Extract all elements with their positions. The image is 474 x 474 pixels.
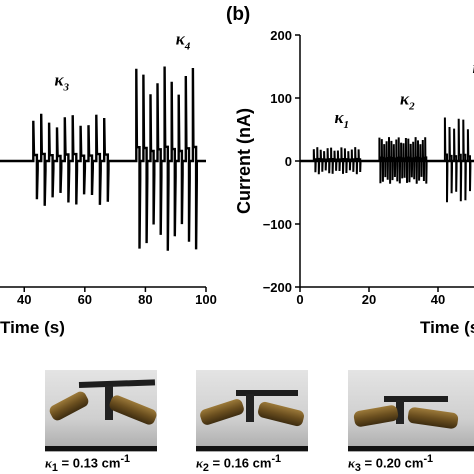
caption-kappa-3: κ3 = 0.20 cm-1 bbox=[348, 453, 434, 474]
panel-b-y-ticks: −200 −100 0 100 200 bbox=[263, 28, 300, 295]
caption-kappa-1: κ1 = 0.13 cm-1 bbox=[45, 453, 131, 474]
panel-b-annotations: κ1 κ2 κ3 bbox=[335, 58, 474, 131]
panel-b-kappa-label-1: κ1 bbox=[335, 108, 350, 131]
panel-b-x-tick-label: 20 bbox=[362, 292, 376, 307]
panel-b-x-tick-label: 0 bbox=[296, 292, 303, 307]
panel-a-signal-trace bbox=[0, 66, 206, 251]
photo-kappa-2 bbox=[196, 370, 308, 452]
panel-b-x-ticks: 0 20 40 bbox=[296, 287, 445, 307]
panel-b-x-label: Time (s) bbox=[420, 318, 474, 337]
panel-a-x-tick-label: 80 bbox=[138, 292, 152, 307]
panel-b: (b) −200 −100 0 100 200 0 20 40 Current (nA) T… bbox=[226, 4, 474, 337]
panel-b-y-tick-label: 100 bbox=[270, 91, 292, 106]
panel-b-x-tick-label: 40 bbox=[431, 292, 445, 307]
panel-a-kappa-label-4: κ4 bbox=[176, 29, 191, 52]
photo-kappa-3 bbox=[348, 370, 474, 452]
caption-kappa-2: κ2 = 0.16 cm-1 bbox=[196, 453, 282, 474]
panel-b-y-tick-label: −200 bbox=[263, 280, 292, 295]
panel-b-y-tick-label: 0 bbox=[285, 154, 292, 169]
panel-b-kappa-label-3: κ3 bbox=[473, 58, 474, 81]
panel-b-kappa-label-2: κ2 bbox=[400, 89, 415, 112]
panel-b-signal-trace bbox=[300, 117, 473, 203]
panel-a-x-tick-label: 40 bbox=[17, 292, 31, 307]
panel-b-y-tick-label: −100 bbox=[263, 217, 292, 232]
panel-a-kappa-label-3: κ3 bbox=[55, 70, 70, 93]
panel-a-x-tick-label: 100 bbox=[195, 292, 217, 307]
panel-b-y-label: Current (nA) bbox=[234, 108, 254, 214]
panel-a-x-label: Time (s) bbox=[0, 318, 65, 337]
figure: 40 60 80 100 Time (s) κ3 κ4 (b) −200 −100 0 100… bbox=[0, 4, 474, 337]
panel-a-annotations: κ3 κ4 bbox=[55, 29, 191, 93]
panel-a-x-tick-label: 60 bbox=[78, 292, 92, 307]
photo-kappa-1 bbox=[45, 370, 157, 452]
panel-b-label: (b) bbox=[226, 4, 250, 25]
panel-a-x-ticks: 40 60 80 100 bbox=[17, 287, 217, 307]
panel-b-y-tick-label: 200 bbox=[270, 28, 292, 43]
panel-a: 40 60 80 100 Time (s) κ3 κ4 bbox=[0, 29, 217, 337]
